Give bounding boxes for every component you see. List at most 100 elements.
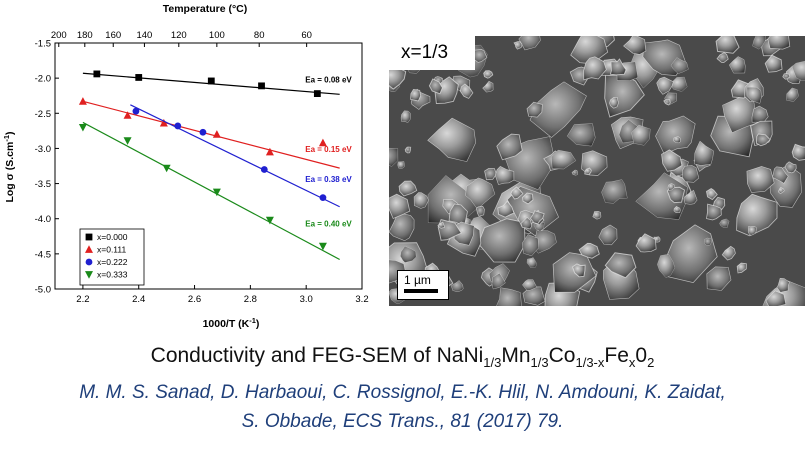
sem-particle (526, 257, 537, 268)
fit-line-2 (130, 104, 340, 208)
sem-particle (705, 188, 718, 201)
fit-line-1 (82, 100, 340, 169)
sem-particle (566, 123, 596, 147)
sem-particle (609, 58, 627, 76)
sem-particle (522, 192, 534, 205)
data-point-triangle-up (265, 147, 274, 156)
sem-particle (736, 262, 747, 274)
sem-particle (715, 36, 740, 54)
data-point-triangle-down (85, 271, 93, 279)
sem-particle (672, 136, 681, 144)
sem-particle (601, 179, 628, 204)
sem-particle (604, 252, 637, 279)
data-point-triangle-down (162, 164, 171, 173)
sem-particle (772, 166, 789, 184)
top-tick-label: 180 (77, 30, 93, 41)
x-tick-label: 3.2 (355, 294, 368, 305)
sem-particle (522, 279, 538, 291)
sem-particle (513, 41, 523, 50)
sem-particle (791, 143, 805, 161)
data-point-triangle-down (212, 188, 221, 197)
sem-particle (631, 124, 651, 146)
sem-particle (635, 233, 657, 253)
data-point-triangle-up (318, 138, 327, 147)
sem-particle (765, 290, 787, 306)
sem-particle (475, 205, 485, 217)
sem-particle (673, 205, 681, 213)
sem-particle (784, 161, 797, 174)
sem-particle (681, 165, 700, 183)
y-tick-label: -2.0 (35, 74, 51, 85)
sem-particle (592, 211, 602, 220)
data-point-triangle-up (123, 111, 132, 119)
sem-particle (428, 78, 443, 95)
sem-particle (584, 167, 592, 176)
activation-energy-label: Ea = 0.15 eV (305, 145, 352, 154)
sem-particle (782, 73, 791, 80)
sem-particle (483, 70, 494, 79)
citation-line-2: S. Obbade, ECS Trans., 81 (2017) 79. (241, 411, 564, 432)
x-tick-label: 3.0 (300, 294, 313, 305)
sem-particle (533, 221, 545, 232)
sem-particle (526, 101, 543, 118)
scale-bar-label: 1 µm (404, 273, 431, 287)
sem-particle (656, 76, 674, 95)
scale-bar: 1 µm (397, 270, 449, 300)
sem-particle (746, 166, 775, 193)
sem-particle (666, 186, 686, 204)
data-point-circle (174, 122, 182, 130)
sem-particle (657, 254, 675, 279)
data-point-circle (85, 258, 93, 266)
sem-particle (437, 221, 446, 229)
sem-micrograph: x=1/3 1 µm (389, 36, 805, 306)
sem-image (389, 36, 805, 306)
sem-particle (623, 36, 647, 55)
sem-particle (518, 36, 541, 51)
sem-particle (719, 218, 730, 228)
data-point-circle (132, 107, 140, 115)
legend-entry: x=0.222 (97, 257, 128, 267)
data-point-triangle-down (78, 123, 87, 132)
legend: x=0.000 x=0.111 x=0.222 x=0.333 (79, 228, 145, 286)
data-point-triangle-up (212, 130, 221, 138)
legend-entry: x=0.000 (97, 232, 128, 242)
sem-particle (746, 86, 762, 104)
sem-particle (398, 180, 418, 197)
data-point-square (258, 82, 265, 90)
sem-particle (510, 186, 524, 200)
sem-particle (635, 172, 688, 220)
x-tick-label: 2.4 (132, 294, 145, 305)
activation-energy-label: Ea = 0.38 eV (305, 175, 352, 184)
sem-particle (706, 203, 722, 221)
sem-particle (400, 110, 411, 123)
sem-composition-label: x=1/3 (389, 36, 475, 70)
sem-particle (551, 149, 577, 170)
data-point-square (85, 233, 93, 241)
sem-particle (655, 115, 696, 155)
sem-particle (609, 96, 619, 109)
sem-particle (413, 192, 430, 209)
top-axis-title: Temperature (°C) (163, 3, 248, 15)
conductivity-chart: 2.2 2.4 2.6 2.8 3.0 3.2 -1.5 -2.0 -2.5 -3.0 -3.5 -4… (2, 3, 369, 330)
data-point-circle (319, 194, 327, 202)
sem-particle (410, 88, 422, 102)
sem-particle (404, 146, 412, 154)
sem-particle (670, 57, 689, 74)
data-point-triangle-down (123, 137, 132, 145)
y-tick-label: -3.0 (35, 144, 51, 155)
sem-particle (529, 81, 587, 138)
sem-particle (694, 140, 714, 166)
sem-particle (776, 278, 790, 293)
plot-frame (54, 42, 363, 290)
data-point-triangle-down (318, 242, 327, 251)
sem-particle (571, 169, 578, 176)
y-tick-label: -4.0 (35, 214, 51, 225)
legend-entry: x=0.333 (97, 270, 128, 280)
sem-particle (521, 234, 539, 257)
sem-particle (786, 87, 799, 102)
y-tick-label: -2.5 (35, 109, 51, 120)
sem-particle (667, 183, 676, 191)
top-tick-label: 80 (254, 30, 265, 41)
data-point-square (135, 74, 143, 81)
sem-particle (496, 287, 522, 306)
